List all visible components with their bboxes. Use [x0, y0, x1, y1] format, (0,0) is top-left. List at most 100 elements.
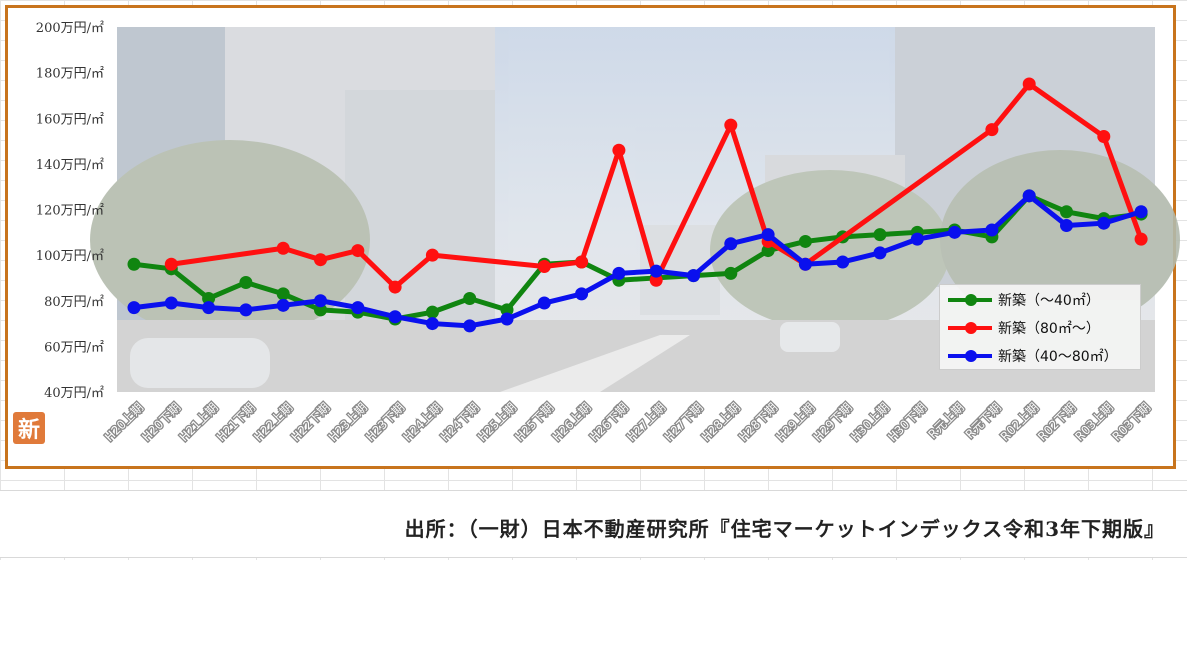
new-badge-icon: 新 [13, 412, 45, 444]
data-point [836, 255, 850, 269]
data-point [202, 301, 216, 315]
y-tick-label: 60万円/㎡ [44, 340, 104, 355]
data-point [1134, 232, 1148, 246]
legend-swatch-small [948, 294, 992, 306]
x-tick-label: R03上期 [1072, 400, 1116, 444]
data-point [164, 296, 178, 310]
data-point [798, 257, 812, 271]
data-point [425, 305, 439, 319]
x-tick-label: H22下期 [289, 400, 333, 444]
x-tick-label: H26上期 [550, 400, 594, 444]
data-point [910, 232, 924, 246]
data-point [985, 223, 999, 237]
data-point [425, 317, 439, 331]
data-point [687, 269, 700, 283]
data-point [649, 273, 663, 287]
legend-item-small: 新築（～40㎡） [940, 287, 1140, 313]
x-tick-label: H30下期 [885, 400, 929, 444]
data-point [724, 118, 738, 132]
x-tick-label: H22上期 [251, 400, 295, 444]
data-point [202, 291, 216, 305]
data-point [724, 237, 738, 251]
data-point [500, 312, 514, 326]
data-point [164, 257, 178, 271]
x-tick-label: H24上期 [400, 400, 444, 444]
data-point [425, 248, 439, 262]
x-tick-label: H21下期 [214, 400, 258, 444]
series-line [133, 193, 1142, 329]
data-point [127, 257, 141, 271]
data-point [463, 291, 477, 305]
x-tick-label: H28上期 [699, 400, 743, 444]
data-point [1097, 130, 1111, 143]
x-axis: H20上期H20下期H21上期H21下期H22上期H22下期H23上期H23下期… [101, 399, 1155, 446]
data-point [761, 244, 775, 258]
data-point [649, 264, 663, 278]
data-point [537, 296, 551, 310]
y-tick-label: 180万円/㎡ [36, 67, 104, 82]
data-point [276, 287, 290, 301]
data-point [612, 266, 626, 280]
data-point [1060, 205, 1073, 219]
source-text: 出所：（一財）日本不動産研究所『住宅マーケットインデックス令和3年下期版』 [404, 517, 1165, 541]
x-tick-label: H28下期 [736, 400, 780, 444]
y-tick-label: 80万円/㎡ [44, 295, 104, 310]
x-tick-label: H27下期 [662, 400, 706, 444]
x-tick-label: H29下期 [811, 400, 855, 444]
legend-item-medium: 新築（40～80㎡） [940, 343, 1140, 369]
legend: 新築（～40㎡） 新築（80㎡～） 新築（40～80㎡） [939, 284, 1141, 370]
data-point [1097, 216, 1111, 230]
data-point [1022, 189, 1036, 203]
data-point [575, 255, 589, 269]
series-2 [127, 189, 1148, 333]
x-tick-label: R元上期 [925, 400, 966, 441]
data-point [948, 225, 962, 239]
legend-label-large: 新築（80㎡～） [998, 321, 1100, 337]
x-tick-label: H25下期 [512, 400, 556, 444]
x-tick-label: H20上期 [102, 400, 146, 444]
x-tick-label: H30上期 [848, 400, 892, 444]
legend-label-medium: 新築（40～80㎡） [998, 349, 1118, 365]
data-point [388, 310, 402, 324]
legend-swatch-medium [948, 350, 992, 362]
x-tick-label: H23上期 [326, 400, 370, 444]
data-point [388, 280, 402, 294]
data-point [351, 244, 365, 258]
y-tick-label: 120万円/㎡ [36, 204, 104, 219]
data-point [873, 246, 887, 260]
y-tick-label: 160万円/㎡ [36, 112, 104, 127]
data-point [798, 234, 812, 248]
data-point [575, 287, 589, 301]
x-tick-label: H23下期 [363, 400, 407, 444]
line-chart: 40万円/㎡ 60万円/㎡ 80万円/㎡ 100万円/㎡ 120万円/㎡ 140万円/㎡ 1… [36, 21, 1180, 446]
data-point [612, 143, 626, 157]
data-point [761, 228, 775, 242]
y-tick-label: 140万円/㎡ [36, 158, 104, 173]
legend-label-small: 新築（～40㎡） [998, 293, 1100, 309]
y-tick-label: 200万円/㎡ [36, 21, 104, 36]
data-point [276, 241, 290, 255]
data-point [985, 123, 999, 137]
x-tick-label: R03下期 [1110, 400, 1154, 444]
data-point [239, 303, 253, 317]
data-point [1060, 218, 1073, 232]
x-tick-label: H27上期 [624, 400, 668, 444]
x-tick-label: H24下期 [438, 400, 482, 444]
data-point [1022, 77, 1036, 91]
y-tick-label: 100万円/㎡ [36, 249, 104, 264]
x-tick-label: R02上期 [998, 400, 1042, 444]
y-tick-label: 40万円/㎡ [44, 386, 104, 401]
x-tick-label: H25上期 [475, 400, 519, 444]
data-point [1134, 205, 1148, 219]
data-point [537, 260, 551, 274]
x-tick-label: R02下期 [1035, 400, 1079, 444]
y-axis: 40万円/㎡ 60万円/㎡ 80万円/㎡ 100万円/㎡ 120万円/㎡ 140万円/㎡ 1… [36, 21, 104, 401]
series-1 [164, 77, 1148, 294]
data-point [127, 301, 141, 315]
x-tick-label: H20下期 [139, 400, 183, 444]
data-point [239, 276, 253, 289]
x-tick-label: H29上期 [773, 400, 817, 444]
data-point [500, 303, 514, 317]
data-point [276, 298, 290, 312]
data-point [351, 301, 365, 315]
